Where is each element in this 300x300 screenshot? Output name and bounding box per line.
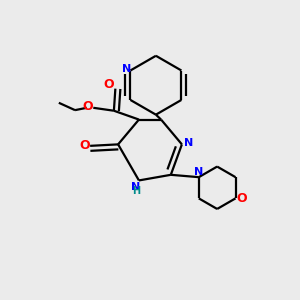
- Text: O: O: [83, 100, 93, 113]
- Text: O: O: [237, 192, 247, 205]
- Text: N: N: [122, 64, 131, 74]
- Text: N: N: [194, 167, 203, 177]
- Text: O: O: [103, 78, 114, 91]
- Text: H: H: [132, 186, 140, 196]
- Text: N: N: [184, 138, 193, 148]
- Text: N: N: [131, 182, 141, 192]
- Text: O: O: [79, 139, 90, 152]
